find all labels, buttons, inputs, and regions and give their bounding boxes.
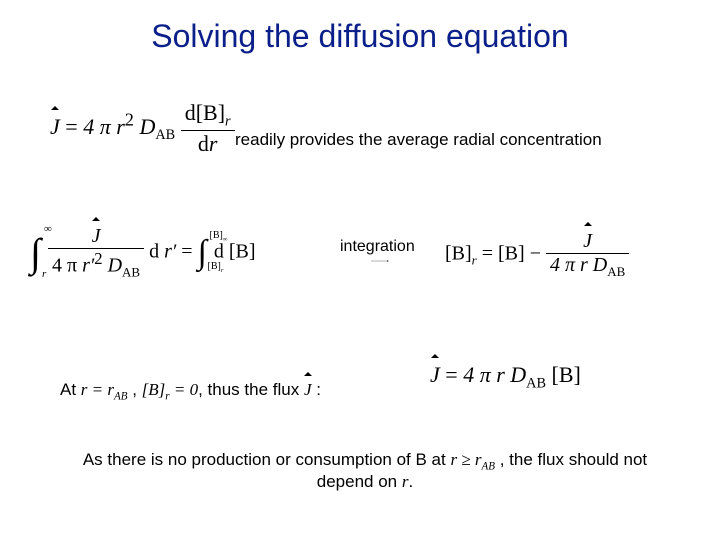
int2-lb: [B]r [208,261,224,274]
l3-thus: , thus the flux [198,380,304,399]
l3-J: J [304,380,312,400]
eq2-fraction: J 4 π r′2 DAB [48,225,144,281]
eq2-den-rprime: r′ [82,255,94,277]
eq2-dB: d [B] [214,240,256,262]
integral-2: ∫[B]∞[B]r [198,234,207,272]
l3-eq0: = 0 [170,380,198,399]
eq4-B: [B] [552,362,581,387]
eq2-den-D: D [108,255,122,277]
eq2-num-J: J [92,225,101,248]
text-readily-provides: readily provides the average radial conc… [235,130,602,150]
eq1-4pir: 4 π r [83,114,125,139]
eq3-den: 4 π r D [550,254,607,276]
eq1-D-sub: AB [155,127,175,143]
eq3-fraction: J 4 π r DAB [546,230,629,280]
int2-ub-B: [B] [210,230,223,241]
int1-ub: ∞ [44,223,52,235]
eq2-den-Dsub: AB [122,265,140,280]
l3-colon: : [311,380,320,399]
eq2-eq: = [181,240,192,262]
eq1-equals: = [65,114,83,139]
slide: Solving the diffusion equation J = 4 π r… [0,0,720,540]
l3-Br: [B] [142,380,166,399]
int1-lb: r [42,268,46,280]
equation-flux-result: J = 4 π r DAB [B] [430,362,581,392]
eq4-rhs: 4 π r D [463,362,526,387]
int2-ub-sub: ∞ [223,236,228,243]
integral-1: ∫∞r [30,229,41,276]
eq1-den-d: d [198,131,209,156]
eq2-rprime2: r′ [164,240,176,262]
text-conclusion: As there is no production or consumption… [60,450,670,492]
eq3-lhsBsub: r [472,253,477,268]
eq1-num-d: d [185,100,196,125]
eq1-num-Bsub: r [225,113,231,129]
l3-at: At [60,380,81,399]
eq1-den-r: r [209,131,218,156]
eq4-rhs-sub: AB [526,375,546,391]
int2-lb-B: [B] [208,261,221,272]
slide-title: Solving the diffusion equation [0,18,720,55]
equation-Br-result: [B]r = [B] − J 4 π r DAB [445,230,629,280]
eq3-num-J: J [583,230,592,253]
var-J-hat: J [50,114,60,140]
eq3-lhsB: [B] [445,243,472,265]
eq2-den-exp: 2 [94,249,102,268]
integration-row: ∫∞r J 4 π r′2 DAB d r′ = ∫[B]∞[B]r d [B]… [30,225,700,295]
eq3-eq: = [482,243,493,265]
equation-integral-lhs: ∫∞r J 4 π r′2 DAB d r′ = ∫[B]∞[B]r d [B] [30,225,256,281]
eq1-fraction: d[B]r dr [181,100,235,157]
l3-req: r = r [81,380,114,399]
arrow-icon [335,260,425,262]
l3-c1: , [128,380,142,399]
text-boundary-condition: At r = rAB , [B]r = 0, thus the flux J : [60,380,321,402]
eq1-r-exp: 2 [125,109,134,129]
label-integration: integration [340,238,415,256]
l4-rsub: AB [482,460,496,472]
eq2-den-pre: 4 π [52,255,82,277]
l4-pre: As there is no production or consumption… [83,450,451,469]
eq4-eq: = [445,362,457,387]
eq3-minus: − [530,243,541,265]
eq3-den-sub: AB [607,264,625,279]
eq1-num-B: [B] [196,100,225,125]
int2-ub: [B]∞ [210,230,228,243]
l4-end: . [408,472,413,491]
eq2-drprime: d r′ [149,240,176,262]
equation-flux-definition: J = 4 π r2 DAB d[B]r dr [50,100,235,157]
eq3-rhsB: [B] [498,243,525,265]
l3-rsub: AB [114,390,128,402]
eq4-J: J [430,362,440,388]
l4-rgeq: r ≥ r [450,450,481,469]
int2-lb-sub: r [221,267,224,274]
eq1-D: D [139,114,155,139]
